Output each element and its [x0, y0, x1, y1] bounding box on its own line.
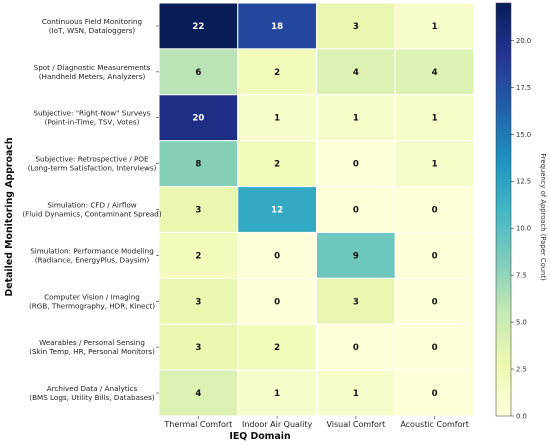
cell-value-label: 4: [195, 389, 201, 399]
cell-value-label: 0: [274, 251, 280, 261]
heatmap-cell: [394, 94, 475, 142]
row-label: Simulation: Performance Modeling (Radianc…: [30, 246, 154, 264]
heatmap-cell: [394, 369, 475, 417]
row-label: Wearables / Personal Sensing (Skin Temp, …: [29, 338, 155, 356]
cell-value-label: 1: [353, 389, 359, 399]
heatmap-cell: [158, 323, 239, 371]
colorbar-tick-label: 7.5: [516, 272, 527, 280]
cell-value-label: 0: [274, 297, 280, 307]
cell-value-label: 6: [195, 68, 201, 78]
colorbar: [495, 2, 512, 417]
cell-value-label: 2: [274, 343, 280, 353]
heatmap-cell: [237, 48, 317, 96]
heatmap-cell-values: 22 18 3 16 2 4 420 1 1 18 2 0 13 12 0 02 0 9 03 0 3 03 2 0 04 1 1 0: [192, 22, 437, 399]
cell-value-label: 1: [432, 160, 438, 170]
heatmap-cell: [237, 140, 317, 188]
column-label: Thermal Comfort: [163, 420, 232, 429]
cell-value-label: 3: [195, 343, 201, 353]
colorbar-tick-label: 12.5: [516, 178, 531, 186]
cell-value-label: 0: [353, 206, 359, 216]
heatmap-cell: [158, 231, 239, 279]
colorbar-tick-label: 17.5: [516, 84, 531, 92]
cell-value-label: 1: [432, 114, 438, 124]
cell-value-label: 0: [432, 251, 438, 261]
colorbar-tick-label: 15.0: [516, 131, 531, 139]
heatmap-cell: [316, 231, 396, 279]
heatmap-cell: [158, 2, 239, 50]
cell-value-label: 22: [192, 22, 204, 32]
cell-value-label: 8: [195, 160, 201, 170]
heatmap-cell: [316, 2, 396, 50]
heatmap-cell: [237, 94, 317, 142]
colorbar-tick-label: 0.0: [516, 412, 527, 420]
heatmap-cell: [237, 186, 317, 233]
cell-value-label: 0: [432, 389, 438, 399]
colorbar-title: Frequency of Approach (Paper Count): [539, 153, 547, 281]
cell-value-label: 2: [274, 160, 280, 170]
row-label: Archived Data / Analytics (BMS Logs, Util…: [29, 384, 155, 402]
colorbar-tick-label: 20.0: [516, 37, 531, 45]
cell-value-label: 0: [432, 297, 438, 307]
column-label: Indoor Air Quality: [242, 420, 313, 429]
cell-value-label: 4: [353, 68, 359, 78]
heatmap-cell: [237, 231, 317, 279]
cell-value-label: 1: [353, 114, 359, 124]
colorbar-tick-label: 2.5: [516, 365, 527, 373]
heatmap-cell: [158, 277, 239, 325]
cell-value-label: 0: [432, 206, 438, 216]
row-label: Subjective: "Right-Now" Surveys (Point-in…: [33, 109, 150, 127]
cell-value-label: 0: [432, 343, 438, 353]
y-axis-title: Detailed Monitoring Approach: [4, 137, 15, 296]
cell-value-label: 9: [353, 251, 359, 261]
heatmap-cell: [237, 2, 317, 50]
row-label: Subjective: Retrospective / POE (Long-ter…: [28, 155, 157, 173]
heatmap-cell: [394, 140, 475, 188]
column-label: Visual Comfort: [326, 420, 385, 429]
cell-value-label: 2: [274, 68, 280, 78]
cell-value-label: 3: [195, 206, 201, 216]
column-labels: Thermal Comfort Indoor Air Quality Visual …: [163, 416, 469, 429]
cell-value-label: 20: [192, 114, 204, 124]
colorbar-tick-label: 10.0: [516, 225, 531, 233]
cell-value-label: 1: [274, 114, 280, 124]
cell-value-label: 18: [271, 22, 283, 32]
row-label: Computer Vision / Imaging (RGB, Thermogra…: [29, 292, 155, 310]
x-axis-title: IEQ Domain: [229, 431, 290, 442]
cell-value-label: 1: [432, 22, 438, 32]
colorbar-ticks: 0.0 2.5 5.0 7.5 10.0 12.5 15.0 17.5 20.0: [511, 37, 531, 420]
row-label: Spot / Diagnostic Measurements (Handheld …: [34, 63, 151, 81]
heatmap-cell: [316, 277, 396, 325]
heatmap-cells: [158, 2, 475, 417]
cell-value-label: 12: [271, 206, 283, 216]
cell-value-label: 3: [353, 297, 359, 307]
colorbar-tick-label: 5.0: [516, 319, 527, 327]
cell-value-label: 1: [274, 389, 280, 399]
heatmap-cell: [394, 48, 475, 96]
heatmap-cell: [316, 186, 396, 233]
column-label: Acoustic Comfort: [400, 420, 469, 429]
cell-value-label: 2: [195, 251, 201, 261]
row-label: Simulation: CFD / Airflow (Fluid Dynamics…: [22, 201, 161, 219]
cell-value-label: 0: [353, 160, 359, 170]
row-label: Continuous Field Monitoring (IoT, WSN, Da…: [42, 17, 142, 35]
heatmap-cell: [394, 277, 475, 325]
heatmap-cell: [394, 2, 475, 50]
cell-value-label: 0: [353, 343, 359, 353]
cell-value-label: 3: [195, 297, 201, 307]
cell-value-label: 4: [432, 68, 438, 78]
heatmap-cell: [394, 186, 475, 233]
heatmap-cell: [316, 323, 396, 371]
row-labels: Continuous Field Monitoring (IoT, WSN, Da…: [22, 17, 161, 402]
cell-value-label: 3: [353, 22, 359, 32]
heatmap-cell: [394, 231, 475, 279]
